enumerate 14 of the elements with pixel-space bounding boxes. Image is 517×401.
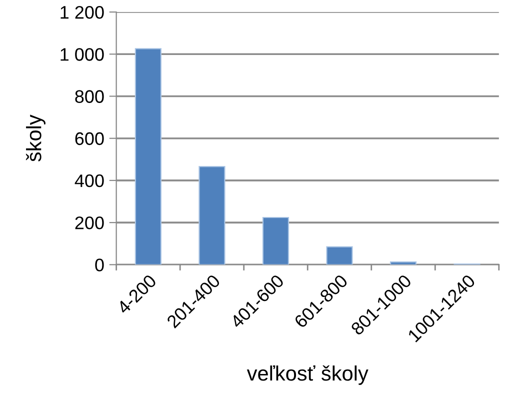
- y-tick-label: 600: [75, 132, 104, 146]
- x-axis-title: veľkosť školy: [246, 365, 368, 385]
- y-tick-label: 200: [75, 216, 104, 230]
- bar: [390, 261, 417, 265]
- y-tick-label: 1 000: [60, 48, 104, 61]
- y-tick-label: 400: [74, 174, 104, 188]
- y-tick-label: 1 200: [60, 6, 104, 19]
- bar: [134, 48, 162, 265]
- y-tick-label: 0: [95, 258, 104, 272]
- bar: [198, 166, 226, 265]
- y-tick-label: 800: [75, 90, 104, 103]
- bar: [262, 216, 290, 265]
- bar: [326, 246, 353, 265]
- y-axis-title: školy: [26, 114, 46, 162]
